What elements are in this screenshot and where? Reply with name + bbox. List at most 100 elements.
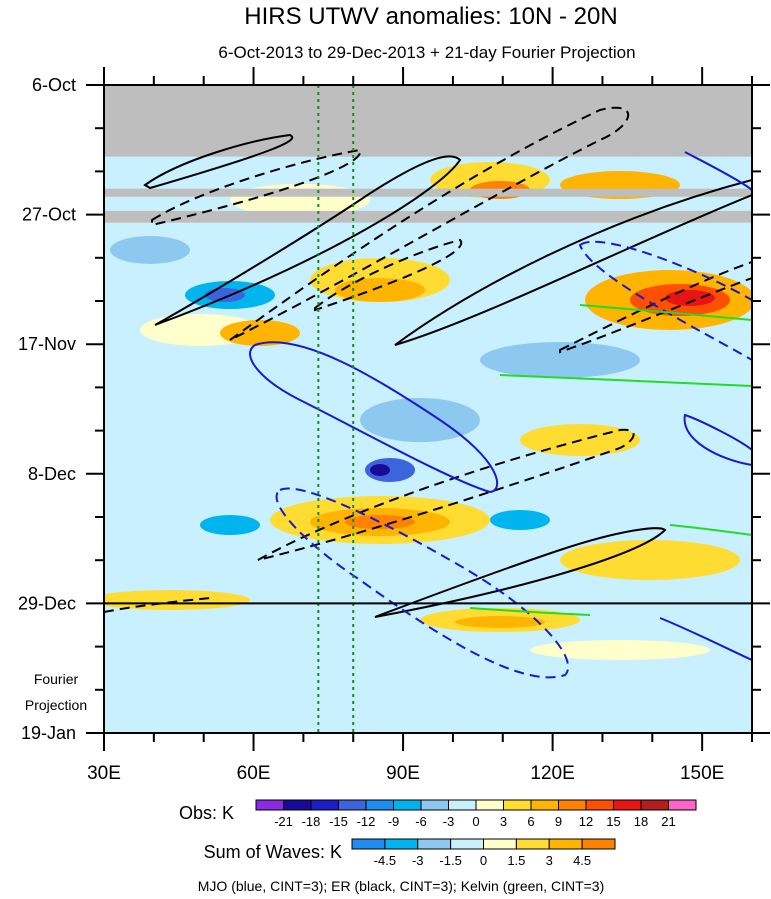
colorbar-level-label: 0 xyxy=(480,853,487,868)
er-contour-negative xyxy=(229,106,630,341)
obs-colorbar: -21 -18 -15 -12 -9 -6 -3 0 3 6 9 12 15 18 21 xyxy=(255,799,697,829)
colorbar-swatch xyxy=(503,799,532,811)
plot-area xyxy=(104,85,752,733)
colorbar-level-label: -15 xyxy=(329,814,348,829)
x-tick-label: 120E xyxy=(530,763,574,784)
colorbar-swatch xyxy=(448,799,477,811)
colorbar-swatch xyxy=(585,799,614,811)
er-negative-contours xyxy=(104,106,752,613)
colorbar-swatch xyxy=(283,799,312,811)
waves-colorbar-label: Sum of Waves: K xyxy=(204,842,342,862)
colorbar-swatch xyxy=(613,799,642,811)
er-contour-negative xyxy=(314,238,463,312)
colorbar-level-label: -3 xyxy=(443,814,455,829)
x-tick-label: 90E xyxy=(386,763,420,784)
anomaly-blob xyxy=(360,398,480,442)
er-contour-negative xyxy=(151,148,362,227)
anomaly-shading xyxy=(104,162,752,733)
missing-data-band xyxy=(104,85,752,157)
colorbar-swatch xyxy=(450,838,484,850)
mjo-contour-negative xyxy=(578,240,752,362)
colorbar-level-label: 21 xyxy=(661,814,675,829)
colorbar-swatch xyxy=(475,799,504,811)
mjo-contour-negative xyxy=(275,487,570,679)
plot-frame xyxy=(103,84,753,734)
y-tick-label: 6-Oct xyxy=(32,75,76,95)
colorbar-swatch xyxy=(420,799,449,811)
colorbar-level-label: 1.5 xyxy=(507,853,525,868)
anomaly-blob xyxy=(370,464,390,476)
colorbar-swatch xyxy=(310,799,339,811)
kelvin-contours xyxy=(469,304,752,616)
missing-data-band xyxy=(104,210,752,223)
colorbar-level-label: 15 xyxy=(606,814,620,829)
colorbar-swatch xyxy=(483,838,517,850)
reference-lines xyxy=(317,85,355,733)
mjo-contour xyxy=(249,341,499,494)
x-axis: 30E 60E 90E 120E 150E xyxy=(87,67,753,784)
anomaly-blob xyxy=(345,515,415,529)
colorbar-swatch xyxy=(668,799,697,811)
kelvin-contour xyxy=(469,607,591,616)
colorbar-level-label: 3 xyxy=(500,814,507,829)
colorbar-swatch xyxy=(581,838,616,850)
colorbar-level-label: 9 xyxy=(555,814,562,829)
y-tick-label: 19-Jan xyxy=(21,723,76,743)
er-contour xyxy=(394,178,752,346)
anomaly-blob xyxy=(560,540,740,580)
colorbar-swatch xyxy=(530,799,559,811)
anomaly-blob xyxy=(455,616,545,628)
waves-colorbar: -4.5 -3 -1.5 0 1.5 3 4.5 xyxy=(351,838,616,868)
y-tick-label: 27-Oct xyxy=(22,205,76,225)
anomaly-blob xyxy=(205,288,245,302)
er-contour-negative xyxy=(104,597,211,613)
colorbar-level-label: -12 xyxy=(357,814,376,829)
colorbar-level-label: -18 xyxy=(302,814,321,829)
colorbar-level-label: 12 xyxy=(579,814,593,829)
colorbar-level-label: -9 xyxy=(388,814,400,829)
mjo-contour xyxy=(659,617,752,661)
anomaly-blob xyxy=(220,320,300,346)
chart-title: HIRS UTWV anomalies: 10N - 20N xyxy=(244,3,617,30)
obs-colorbar-label: Obs: K xyxy=(179,803,234,823)
anomaly-blob xyxy=(110,236,190,264)
missing-data-band xyxy=(104,188,752,197)
colorbar-swatch xyxy=(351,838,386,850)
er-contour xyxy=(143,133,294,190)
mjo-contour xyxy=(684,151,752,191)
y-tick-label: 17-Nov xyxy=(18,334,76,354)
y-axis: 6-Oct 27-Oct 17-Nov 8-Dec 29-Dec 19-Jan xyxy=(18,75,770,743)
colorbar-level-label: -3 xyxy=(412,853,424,868)
colorbar-swatch xyxy=(417,838,452,850)
er-contour-negative xyxy=(559,260,752,354)
colorbar-swatch xyxy=(365,799,394,811)
colorbar-level-label: -6 xyxy=(415,814,427,829)
anomaly-blob xyxy=(335,278,425,302)
kelvin-contour xyxy=(579,304,752,321)
colorbar-swatch xyxy=(515,838,550,850)
er-contour xyxy=(154,155,462,326)
colorbar-swatch xyxy=(640,799,669,811)
chart-subtitle: 6-Oct-2013 to 29-Dec-2013 + 21-day Fouri… xyxy=(218,43,635,62)
mjo-negative-contours xyxy=(275,240,752,679)
y-tick-label: 8-Dec xyxy=(28,464,76,484)
colorbar-swatch xyxy=(255,799,284,811)
colorbar-level-label: 0 xyxy=(472,814,479,829)
anomaly-blob xyxy=(480,342,640,378)
er-contour-negative xyxy=(257,428,635,561)
colorbar-level-label: 6 xyxy=(527,814,534,829)
er-contours xyxy=(143,133,752,618)
colorbar-swatch xyxy=(558,799,587,811)
colorbar-level-label: -4.5 xyxy=(374,853,396,868)
er-contour xyxy=(374,527,667,618)
anomaly-blob xyxy=(530,640,710,660)
missing-data-bands xyxy=(104,85,752,223)
anomaly-blob xyxy=(490,510,550,530)
y-tick-label: 29-Dec xyxy=(18,593,76,613)
colorbar-swatch xyxy=(384,838,419,850)
x-tick-label: 30E xyxy=(87,763,121,784)
kelvin-contour xyxy=(499,374,752,387)
anomaly-blob xyxy=(200,515,260,535)
legend-footer: MJO (blue, CINT=3); ER (black, CINT=3); … xyxy=(198,878,605,894)
